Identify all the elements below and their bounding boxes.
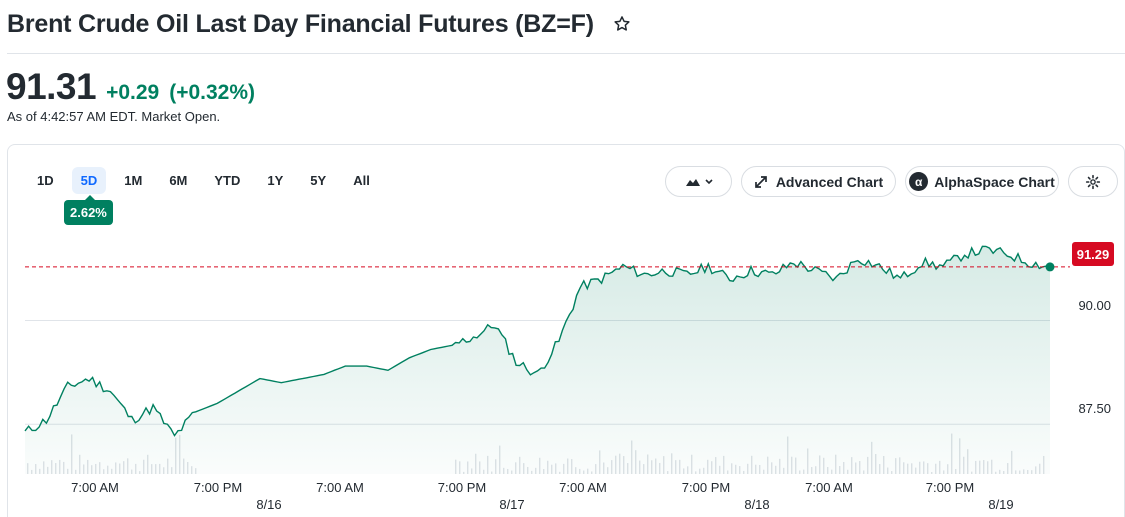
- x-tick-label: 7:00 PM: [437, 480, 487, 495]
- mountain-chart-icon: [685, 178, 713, 186]
- price-area: [25, 246, 1050, 474]
- range-change-badge: 2.62%: [64, 195, 113, 225]
- last-price-dot: [1045, 262, 1055, 272]
- star-icon[interactable]: [612, 14, 632, 34]
- title-row: Brent Crude Oil Last Day Financial Futur…: [7, 6, 632, 42]
- last-price: 91.31: [6, 66, 97, 107]
- market-status: As of 4:42:57 AM EDT. Market Open.: [7, 109, 221, 124]
- range-6m[interactable]: 6M: [169, 173, 188, 188]
- expand-icon: [754, 175, 767, 188]
- x-tick-label: 7:00 PM: [193, 480, 243, 495]
- alphaspace-chart-button[interactable]: α AlphaSpace Chart: [905, 166, 1059, 197]
- x-tick-label: 7:00 PM: [925, 480, 975, 495]
- range-1d[interactable]: 1D: [37, 173, 54, 188]
- range-ytd[interactable]: YTD: [214, 173, 241, 188]
- page-title: Brent Crude Oil Last Day Financial Futur…: [7, 9, 594, 38]
- alphaspace-logo-icon: α: [909, 172, 929, 191]
- x-date-label: 8/17: [499, 497, 525, 512]
- x-tick-label: 7:00 PM: [681, 480, 731, 495]
- x-tick-label: 7:00 AM: [559, 480, 607, 495]
- range-5y[interactable]: 5Y: [310, 173, 327, 188]
- advanced-chart-button[interactable]: Advanced Chart: [741, 166, 896, 197]
- price-line: [24, 245, 1051, 437]
- alphaspace-chart-label: AlphaSpace Chart: [934, 173, 1055, 190]
- x-date-label: 8/19: [988, 497, 1014, 512]
- gear-icon: [1085, 174, 1101, 189]
- range-1y[interactable]: 1Y: [267, 173, 284, 188]
- x-date-label: 8/16: [256, 497, 282, 512]
- price-row: 91.31 +0.29 (+0.32%): [6, 66, 255, 108]
- price-change-percent: (+0.32%): [169, 81, 256, 104]
- chart-settings-button[interactable]: [1068, 166, 1118, 197]
- x-tick-label: 7:00 AM: [71, 480, 119, 495]
- chart-type-dropdown[interactable]: [665, 166, 732, 197]
- current-price-tag: 91.29: [1072, 242, 1114, 266]
- range-5d[interactable]: 5D: [71, 167, 107, 194]
- x-date-label: 8/18: [744, 497, 770, 512]
- range-selector: 1D 5D 1M 6M YTD 1Y 5Y All: [28, 167, 388, 194]
- y-tick-label: 90.00: [1078, 298, 1111, 313]
- x-tick-label: 7:00 AM: [316, 480, 364, 495]
- header-divider: [7, 53, 1125, 54]
- x-tick-label: 7:00 AM: [805, 480, 853, 495]
- price-change: +0.29: [106, 81, 160, 104]
- y-tick-label: 87.50: [1078, 401, 1111, 416]
- advanced-chart-label: Advanced Chart: [775, 173, 884, 190]
- range-1m[interactable]: 1M: [124, 173, 143, 188]
- range-all[interactable]: All: [353, 173, 370, 188]
